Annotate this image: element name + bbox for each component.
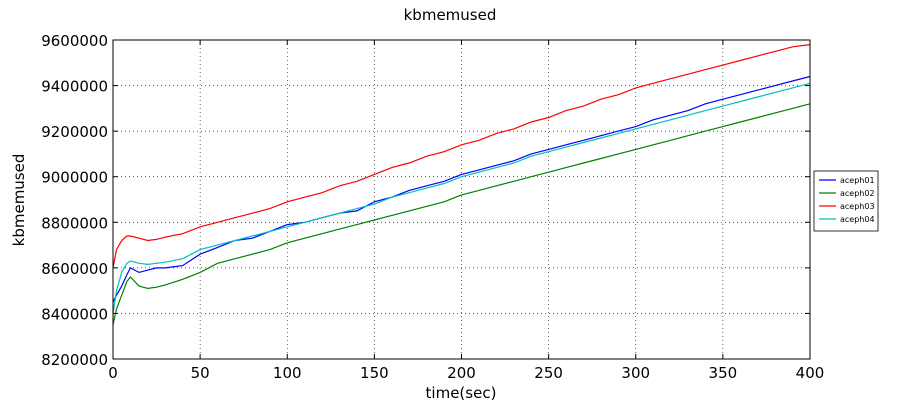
x-tick-label: 400 <box>796 364 825 382</box>
y-tick-label: 8200000 <box>41 351 108 369</box>
x-tick-label: 100 <box>273 364 302 382</box>
axis-ticks: 0 50 100 150 200 250 300 350 400 8200000 8400000 86… <box>41 32 824 382</box>
legend-label: aceph03 <box>840 202 875 211</box>
series-line-aceph03 <box>112 44 811 269</box>
y-tick-label: 8400000 <box>41 305 108 323</box>
legend-box <box>813 170 879 232</box>
series-line-aceph02 <box>112 103 811 325</box>
y-axis-label: kbmemused <box>10 154 28 247</box>
legend-label: aceph04 <box>840 215 875 224</box>
series-line-aceph04 <box>112 82 811 314</box>
legend-label: aceph02 <box>840 189 875 198</box>
x-tick-label: 200 <box>447 364 476 382</box>
x-axis-label: time(sec) <box>426 384 497 400</box>
y-tick-label: 9600000 <box>41 32 108 50</box>
y-tick-label: 9000000 <box>41 169 108 187</box>
y-tick-label: 9400000 <box>41 78 108 96</box>
plot-area-border <box>112 39 811 360</box>
grid-lines <box>113 40 810 359</box>
series-lines <box>112 44 811 325</box>
x-tick-label: 0 <box>108 364 118 382</box>
chart-title: kbmemused <box>404 6 497 24</box>
legend-label: aceph01 <box>840 176 875 185</box>
x-tick-label: 50 <box>191 364 210 382</box>
x-tick-label: 350 <box>709 364 738 382</box>
y-tick-label: 8600000 <box>41 260 108 278</box>
x-tick-label: 300 <box>621 364 650 382</box>
legend: aceph01 aceph02 aceph03 aceph04 <box>813 170 879 232</box>
x-tick-label: 250 <box>534 364 563 382</box>
x-tick-label: 150 <box>360 364 389 382</box>
y-tick-label: 9200000 <box>41 123 108 141</box>
y-tick-label: 8800000 <box>41 214 108 232</box>
series-line-aceph01 <box>112 75 811 303</box>
